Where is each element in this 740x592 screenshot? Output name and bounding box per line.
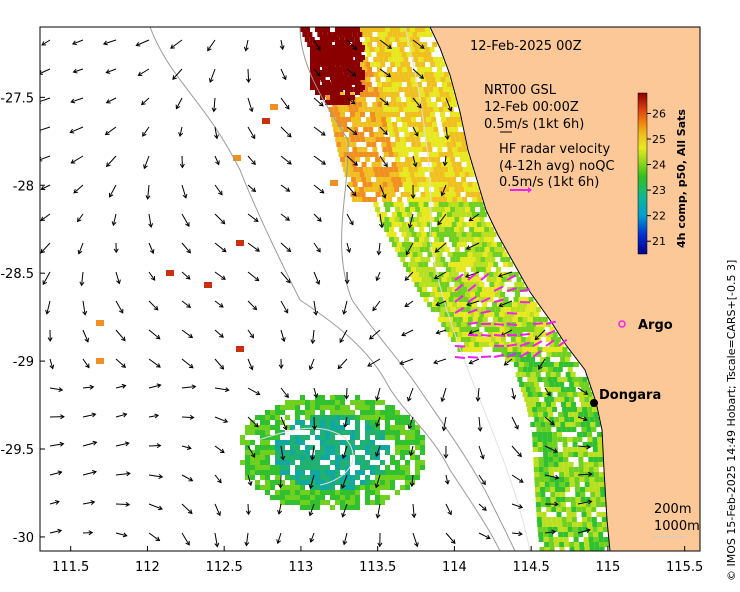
credit-text: © IMOS 15-Feb-2025 14:49 Hobart; Tscale=… xyxy=(725,260,738,581)
radar-legend-line2: (4-12h avg) noQC xyxy=(499,159,615,174)
x-tick-label: 113 xyxy=(289,560,314,575)
place-argo: Argo xyxy=(618,318,673,333)
x-tick-label: 115 xyxy=(595,560,620,575)
radar-scale-arrowhead xyxy=(528,187,532,193)
argo-label: Argo xyxy=(638,318,673,333)
x-tick-label: 114.5 xyxy=(513,560,550,575)
land-area xyxy=(429,27,700,551)
gsl-legend-line3: 0.5m/s (1kt 6h) xyxy=(484,117,584,132)
depth-label-200m: 200m xyxy=(654,502,691,517)
map-title: 12-Feb-2025 00Z xyxy=(470,39,582,54)
y-tick-label: -30 xyxy=(13,531,34,546)
depth-label-1000m: 1000m xyxy=(654,519,700,534)
x-tick-label: 114 xyxy=(442,560,467,575)
hf-radar-vectors xyxy=(454,272,568,359)
gsl-legend-line2: 12-Feb 00:00Z xyxy=(484,100,579,115)
x-axis: 111.5 112 112.5 113 113.5 114 114.5 115 115.5 xyxy=(52,546,703,575)
plot-frame xyxy=(39,26,701,552)
colorbar-tick-label: 24 xyxy=(652,159,666,172)
colorbar-tick-label: 22 xyxy=(652,210,666,223)
y-tick-label: -27.5 xyxy=(0,91,34,106)
colorbar-title: 4h comp, p50, All Sats xyxy=(675,109,688,248)
colorbar-ticks: 21 22 23 24 25 26 xyxy=(647,107,666,248)
x-tick-label: 115.5 xyxy=(666,560,703,575)
colorbar-tick-label: 26 xyxy=(652,107,666,120)
radar-legend-line3: 0.5m/s (1kt 6h) xyxy=(499,175,599,190)
x-tick-label: 112 xyxy=(135,560,160,575)
gsl-legend-line1: NRT00 GSL xyxy=(484,83,557,98)
x-tick-label: 111.5 xyxy=(52,560,89,575)
colorbar-tick-label: 25 xyxy=(652,133,666,146)
bathymetry-contours xyxy=(149,27,531,551)
dongara-label: Dongara xyxy=(599,388,661,403)
sst-field xyxy=(96,27,610,551)
colorbar-tick-label: 21 xyxy=(652,235,666,248)
gsl-legend: NRT00 GSL 12-Feb 00:00Z 0.5m/s (1kt 6h) xyxy=(484,83,584,133)
colorbar-ramp xyxy=(637,92,648,255)
current-vectors xyxy=(40,39,593,548)
argo-marker-icon xyxy=(618,320,626,328)
y-tick-label: -29.5 xyxy=(0,443,34,458)
y-tick-label: -28 xyxy=(13,179,34,194)
dongara-marker-icon xyxy=(590,399,598,407)
place-dongara: Dongara xyxy=(590,388,661,407)
colorbar-tick-label: 23 xyxy=(652,184,666,197)
radar-legend-line1: HF radar velocity xyxy=(499,142,611,157)
colorbar: 21 22 23 24 25 26 4h comp, p50, All Sats xyxy=(637,92,688,255)
y-tick-label: -29 xyxy=(13,355,34,370)
x-tick-label: 113.5 xyxy=(359,560,396,575)
y-tick-label: -28.5 xyxy=(0,267,34,282)
radar-legend: HF radar velocity (4-12h avg) noQC 0.5m/… xyxy=(499,142,615,193)
x-tick-label: 112.5 xyxy=(206,560,243,575)
y-axis: -27.5 -28 -28.5 -29 -29.5 -30 xyxy=(0,91,45,546)
